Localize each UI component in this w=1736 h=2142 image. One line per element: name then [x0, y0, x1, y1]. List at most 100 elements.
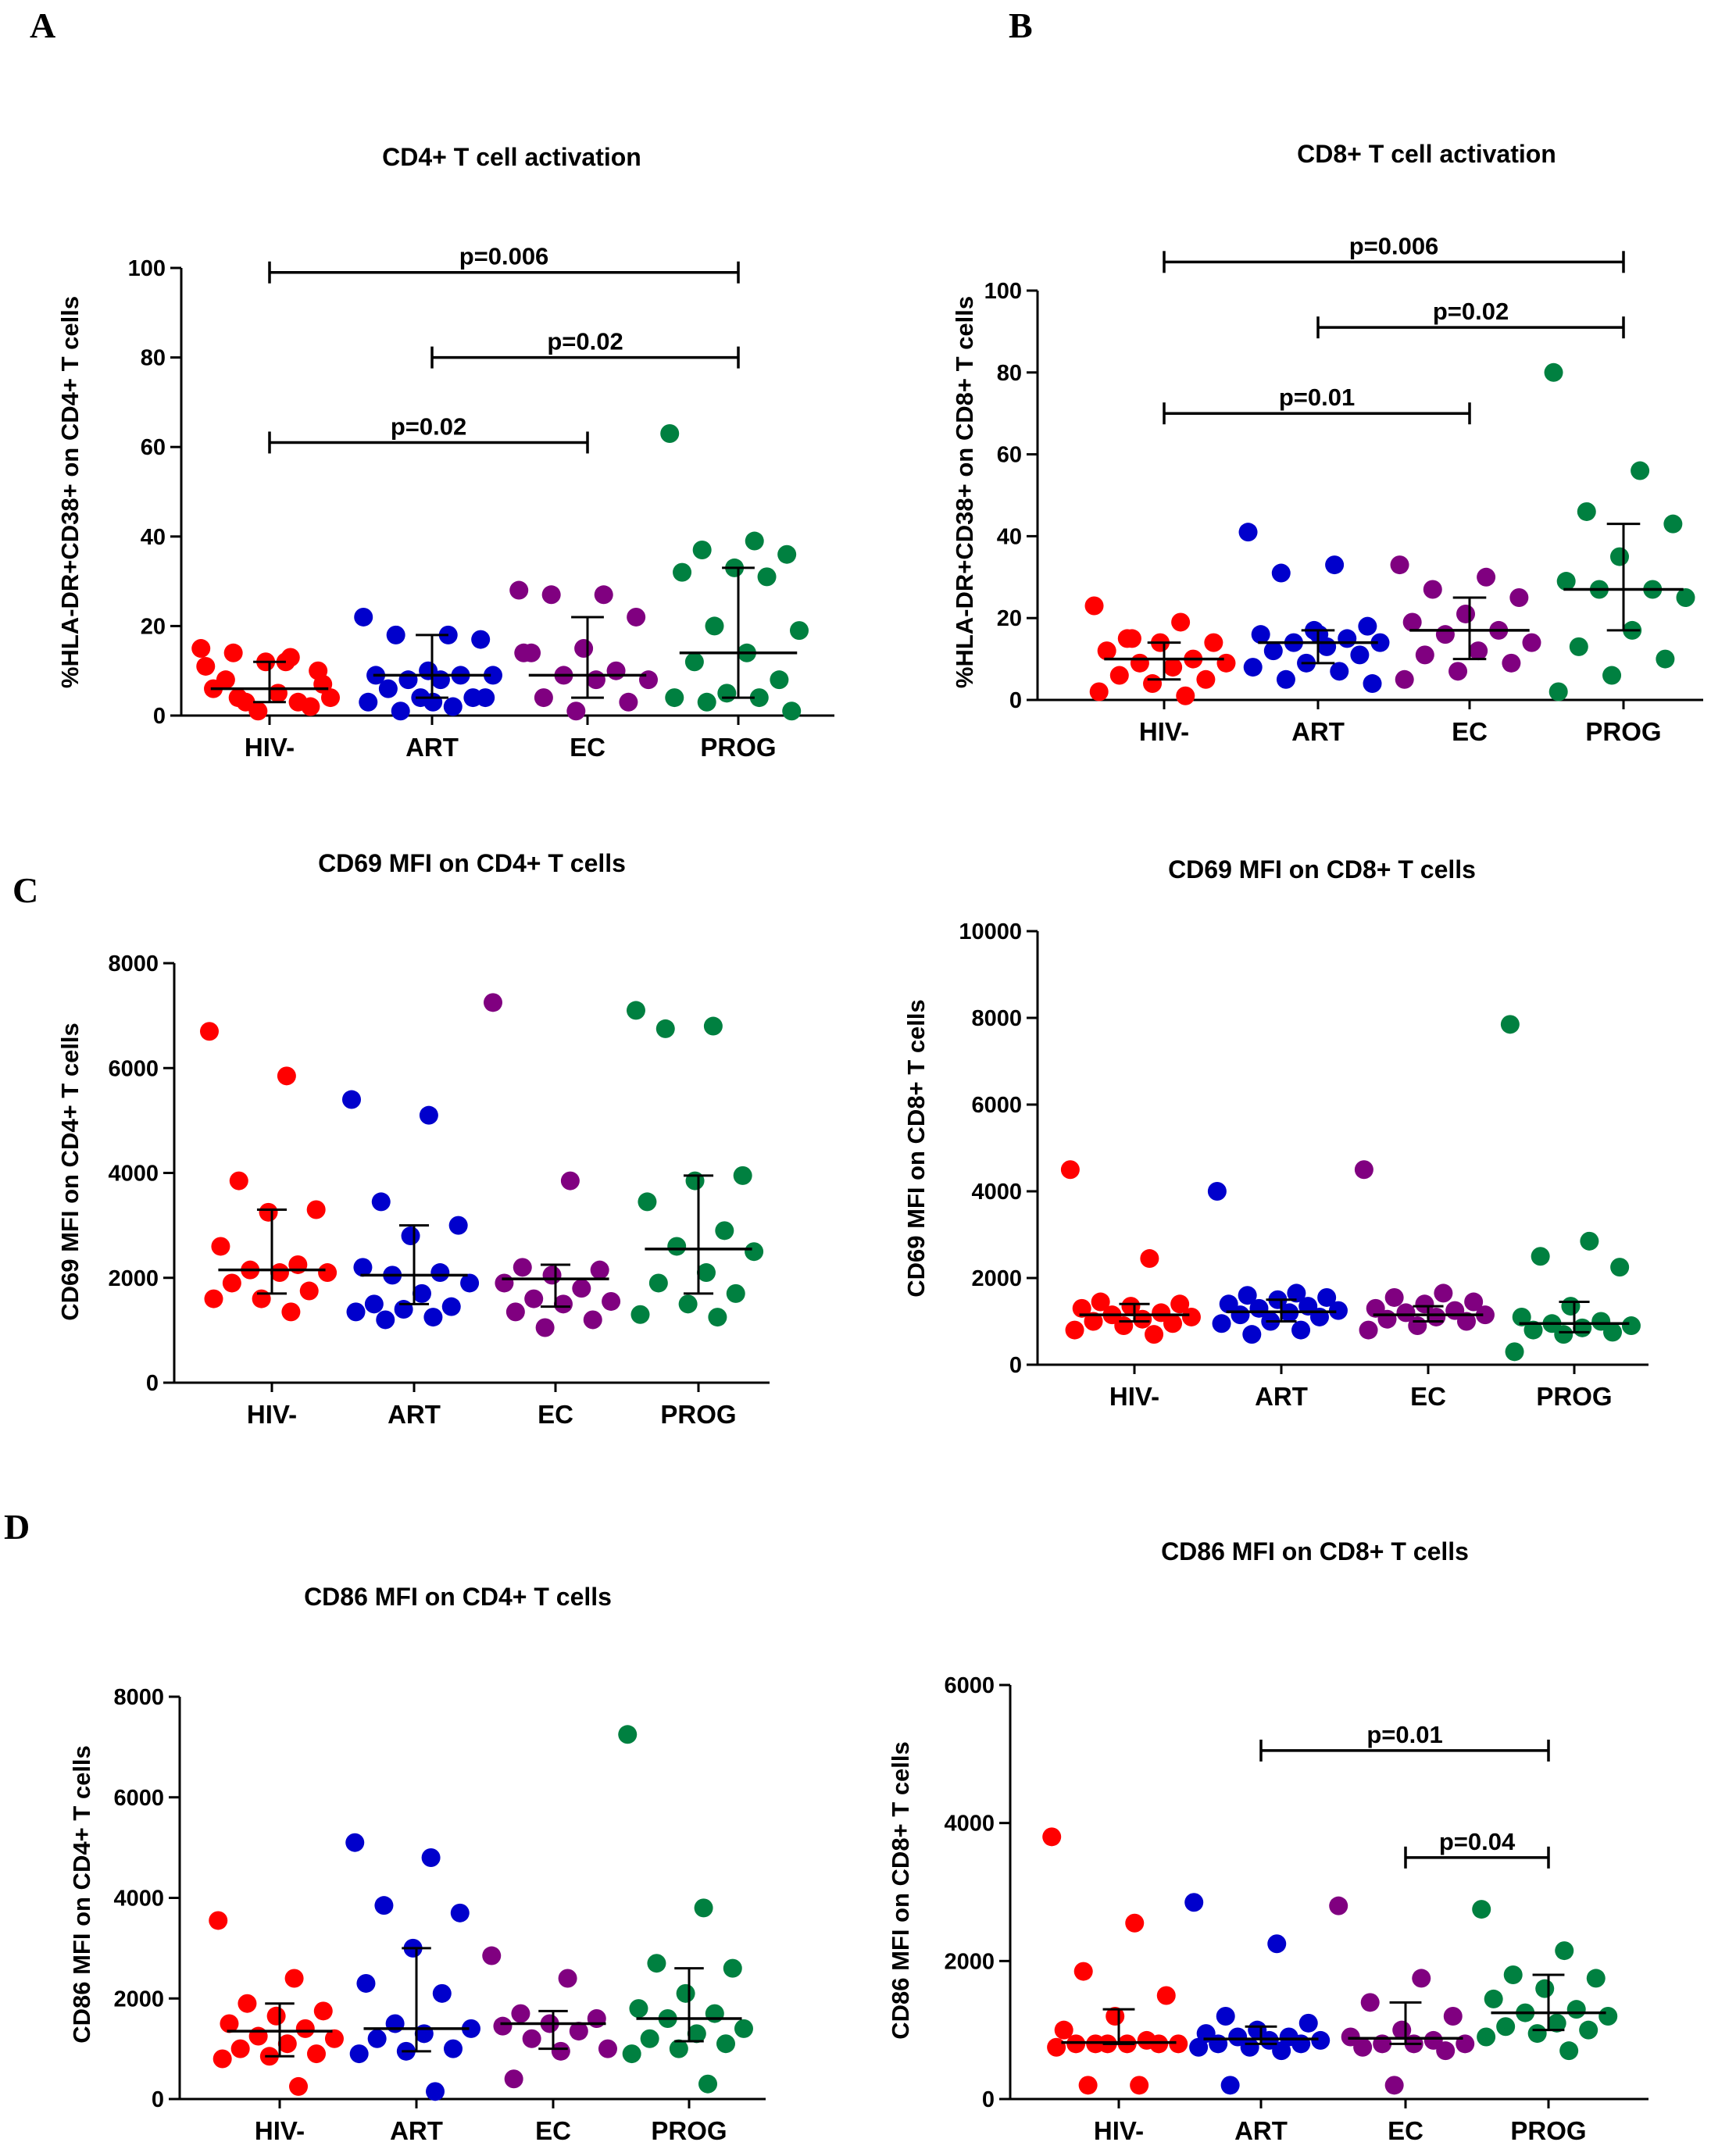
data-point [586, 670, 605, 690]
p-value-label: p=0.02 [547, 328, 623, 355]
data-point [1078, 2076, 1098, 2095]
panel-letter-a: A [30, 5, 55, 45]
data-point [717, 684, 737, 703]
data-point [1580, 1231, 1599, 1251]
data-point [1544, 362, 1563, 382]
chart-title: CD69 MFI on CD4+ T cells [318, 849, 626, 877]
data-point [196, 656, 216, 676]
data-point [745, 531, 764, 551]
data-point [277, 2034, 297, 2054]
data-point [716, 2034, 735, 2054]
data-point [1573, 1318, 1592, 1337]
data-point [1089, 682, 1109, 702]
data-point [374, 1896, 394, 1915]
y-tick-label: 40 [997, 524, 1022, 549]
data-point [1216, 653, 1236, 673]
x-tick-label: PROG [660, 1400, 736, 1429]
data-point [705, 616, 724, 636]
data-point [1610, 1258, 1630, 1277]
data-point [1469, 641, 1488, 661]
data-point [248, 702, 268, 721]
data-point [1621, 1316, 1641, 1336]
data-point [619, 692, 638, 712]
data-point [259, 1202, 278, 1222]
data-point [1238, 1286, 1257, 1305]
data-point [284, 1969, 304, 1988]
x-tick-label: EC [1388, 2116, 1423, 2142]
data-point [426, 2082, 445, 2101]
data-point [1586, 1969, 1606, 1988]
data-point [569, 2022, 588, 2041]
data-point [638, 1192, 657, 1212]
data-point [228, 688, 248, 708]
y-tick-label: 20 [997, 606, 1022, 631]
data-point [1220, 2076, 1240, 2095]
y-tick-label: 6000 [113, 1786, 164, 1811]
data-point [223, 643, 243, 662]
data-point [1291, 2034, 1311, 2054]
data-point [1163, 1314, 1182, 1333]
data-point [1390, 555, 1409, 575]
data-point [1663, 514, 1683, 534]
x-tick-label: ART [390, 2116, 443, 2142]
data-point [1298, 2013, 1318, 2033]
p-value-label: p=0.006 [1349, 232, 1439, 259]
data-point [629, 1999, 648, 2019]
data-point [191, 639, 211, 659]
data-point [341, 1090, 361, 1109]
data-point [306, 2044, 326, 2064]
data-point [1448, 662, 1468, 681]
data-point [1170, 1294, 1190, 1314]
data-point [1189, 2037, 1209, 2057]
data-point [1054, 2020, 1073, 2040]
data-point [1412, 1969, 1431, 1988]
data-point [1569, 637, 1588, 656]
data-point [280, 648, 300, 667]
data-point [694, 1898, 713, 1918]
data-point [1073, 1962, 1093, 1981]
data-point [1171, 612, 1191, 632]
x-tick-label: ART [388, 1400, 441, 1429]
y-tick-label: 100 [984, 279, 1022, 304]
data-point [1114, 1316, 1134, 1336]
data-point [1240, 2037, 1259, 2057]
y-tick-label: 80 [997, 361, 1022, 386]
data-point [1291, 1320, 1311, 1340]
data-point [1122, 629, 1141, 648]
data-point [504, 2069, 523, 2089]
data-point [566, 702, 586, 721]
y-tick-label: 60 [141, 435, 166, 460]
data-point [1242, 1325, 1262, 1344]
data-point [1377, 1309, 1397, 1329]
data-point [1408, 1316, 1427, 1336]
data-point [1477, 2027, 1496, 2047]
data-point [401, 1226, 420, 1246]
data-point [678, 1294, 698, 1314]
data-point [412, 1283, 431, 1303]
data-point [749, 688, 769, 708]
data-point [1238, 523, 1258, 542]
data-point [638, 670, 658, 690]
data-point [640, 2029, 659, 2048]
data-point [1267, 1934, 1287, 1954]
data-point [1263, 641, 1283, 661]
data-point [421, 1848, 441, 1867]
y-tick-label: 100 [128, 256, 166, 281]
data-point [1350, 645, 1370, 665]
data-point [1443, 2007, 1463, 2026]
data-point [222, 1273, 241, 1293]
x-tick-label: ART [1291, 717, 1345, 746]
y-tick-label: 8000 [113, 1685, 164, 1710]
data-point [229, 1171, 248, 1191]
data-point [391, 702, 410, 721]
panel-letter-c: C [13, 870, 38, 910]
data-point [1464, 1292, 1484, 1312]
chart-title: CD69 MFI on CD8+ T cells [1168, 855, 1476, 884]
data-point [1427, 1307, 1446, 1326]
data-point [313, 2001, 333, 2021]
data-point [483, 993, 502, 1012]
p-value-label: p=0.006 [459, 243, 549, 270]
data-point [324, 2029, 344, 2048]
data-point [1042, 1827, 1062, 1847]
chart-a: CD4+ T cell activation %HLA-DR+CD38+ on C… [56, 143, 834, 762]
